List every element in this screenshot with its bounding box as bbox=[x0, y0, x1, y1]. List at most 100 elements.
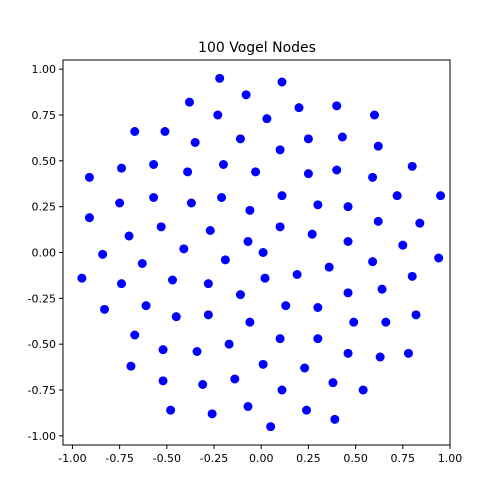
data-point bbox=[203, 279, 213, 289]
data-point bbox=[373, 141, 383, 151]
data-point bbox=[375, 352, 385, 362]
data-point bbox=[275, 145, 285, 155]
data-point bbox=[407, 161, 417, 171]
data-point bbox=[190, 138, 200, 147]
data-point bbox=[436, 191, 446, 201]
data-point bbox=[183, 167, 193, 177]
data-point bbox=[224, 339, 234, 349]
data-point bbox=[158, 345, 168, 355]
y-tick-label: 0.75 bbox=[32, 109, 57, 122]
y-tick-label: -0.25 bbox=[28, 292, 56, 305]
data-point bbox=[392, 191, 402, 201]
data-point bbox=[217, 193, 227, 202]
data-point bbox=[303, 134, 313, 144]
data-point bbox=[137, 259, 147, 268]
data-point bbox=[330, 414, 340, 424]
data-point bbox=[332, 165, 342, 175]
data-point bbox=[275, 334, 285, 344]
y-tick-label: 1.00 bbox=[32, 63, 57, 76]
data-point bbox=[369, 110, 379, 120]
data-point bbox=[403, 348, 413, 358]
data-point bbox=[149, 160, 159, 169]
x-tick-label: 0.75 bbox=[391, 452, 416, 465]
data-point bbox=[171, 312, 181, 322]
y-tick-label: 0.25 bbox=[32, 201, 57, 214]
y-tick-label: 0.00 bbox=[32, 247, 57, 260]
data-point bbox=[368, 172, 378, 182]
data-point bbox=[158, 376, 168, 386]
x-tick-label: 0.50 bbox=[343, 452, 368, 465]
data-point bbox=[245, 317, 255, 327]
data-point bbox=[220, 255, 230, 265]
data-point bbox=[141, 301, 151, 311]
data-point bbox=[84, 172, 94, 182]
axes-frame bbox=[62, 59, 451, 446]
data-point bbox=[198, 380, 208, 389]
y-tick-label: -0.50 bbox=[28, 338, 56, 351]
data-point bbox=[117, 279, 127, 289]
data-point bbox=[300, 363, 310, 373]
data-point bbox=[243, 237, 253, 246]
data-point bbox=[215, 73, 225, 83]
y-tick-label: -0.75 bbox=[28, 384, 56, 397]
data-point bbox=[130, 330, 140, 340]
data-point bbox=[377, 284, 387, 294]
data-point bbox=[126, 361, 136, 371]
data-point bbox=[230, 374, 240, 384]
data-point bbox=[258, 359, 268, 369]
x-tick-label: 0.25 bbox=[296, 452, 321, 465]
data-point bbox=[358, 385, 368, 395]
data-point bbox=[343, 237, 353, 246]
data-point bbox=[166, 405, 176, 415]
x-tick-label: -0.50 bbox=[153, 452, 181, 465]
data-point bbox=[160, 127, 170, 136]
data-point bbox=[313, 303, 323, 312]
data-point bbox=[100, 304, 110, 314]
data-point bbox=[411, 310, 421, 320]
data-point bbox=[84, 213, 94, 223]
data-point bbox=[277, 385, 287, 395]
data-point bbox=[373, 216, 383, 226]
data-point bbox=[277, 77, 287, 87]
x-axis-ticks: -1.00 -0.75 -0.50 -0.25 0.00 0.25 0.50 0.75 1.00 bbox=[58, 445, 462, 465]
y-axis-ticks: 1.00 0.75 0.50 0.25 0.00 -0.25 -0.50 -0.75 -1.00 bbox=[28, 63, 63, 443]
data-point bbox=[77, 273, 87, 283]
data-point bbox=[258, 248, 268, 257]
data-point bbox=[98, 249, 108, 259]
data-point bbox=[235, 134, 245, 144]
data-point bbox=[332, 101, 342, 111]
data-point bbox=[381, 317, 391, 327]
chart-title: 100 Vogel Nodes bbox=[198, 40, 316, 56]
data-point bbox=[124, 231, 134, 241]
data-point bbox=[203, 310, 213, 320]
data-point bbox=[343, 348, 353, 358]
data-point bbox=[179, 244, 189, 254]
data-point bbox=[275, 222, 285, 232]
data-point bbox=[251, 167, 261, 177]
data-point bbox=[407, 271, 417, 281]
data-point bbox=[343, 288, 353, 298]
data-point bbox=[156, 222, 166, 232]
plot-area: -1.00 -0.75 -0.50 -0.25 0.00 0.25 0.50 0.75 1.00… bbox=[28, 59, 462, 465]
data-point bbox=[243, 402, 253, 411]
data-point bbox=[262, 114, 272, 124]
y-tick-label: -1.00 bbox=[28, 430, 56, 443]
data-point bbox=[313, 334, 323, 344]
data-point bbox=[115, 198, 125, 208]
x-tick-label: 1.00 bbox=[438, 452, 463, 465]
data-point bbox=[294, 103, 304, 113]
data-point bbox=[281, 301, 291, 311]
data-point bbox=[184, 97, 194, 107]
data-point bbox=[313, 200, 323, 210]
data-point bbox=[343, 202, 353, 212]
data-point bbox=[337, 132, 347, 142]
x-tick-label: -1.00 bbox=[58, 452, 86, 465]
data-point bbox=[434, 253, 444, 263]
data-point bbox=[149, 193, 159, 202]
x-tick-label: 0.00 bbox=[249, 452, 274, 465]
data-point bbox=[205, 226, 215, 235]
data-point bbox=[207, 409, 217, 419]
data-point bbox=[186, 198, 196, 208]
data-point bbox=[307, 229, 317, 239]
